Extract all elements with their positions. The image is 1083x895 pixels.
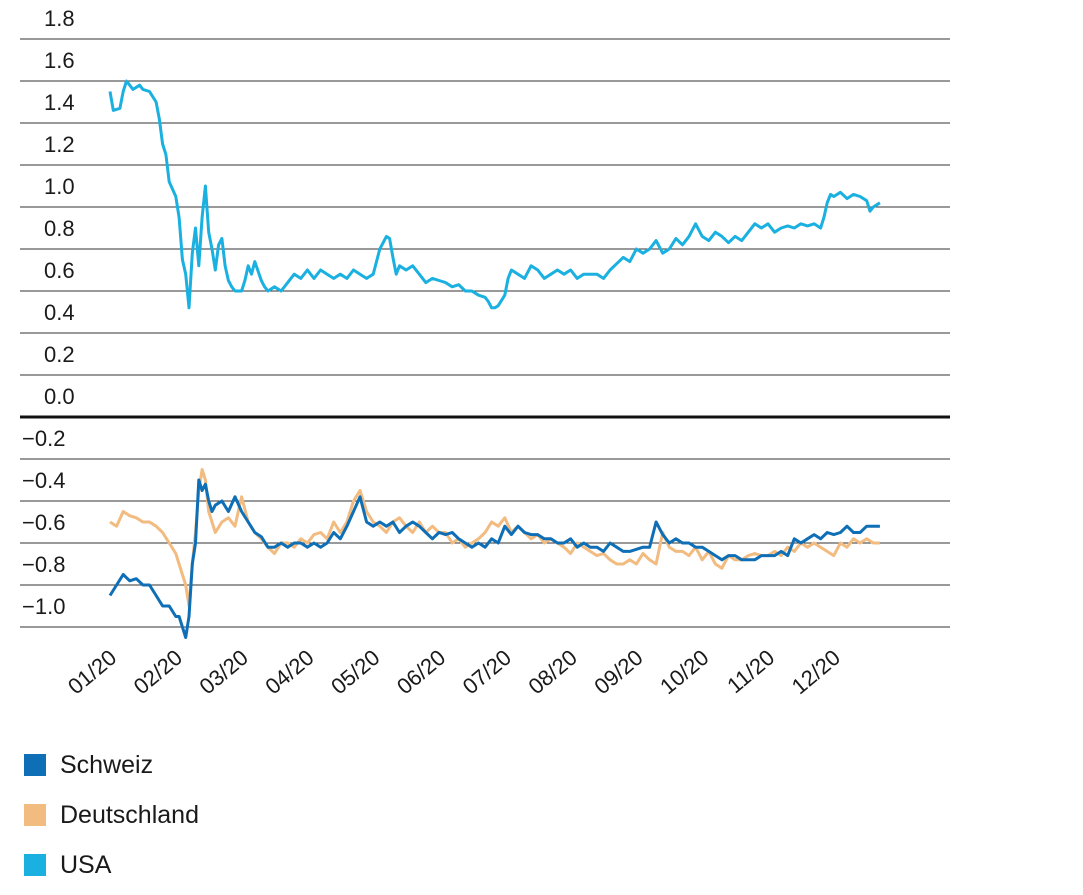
- series-line-deutschland: [109, 468, 880, 608]
- legend-swatch-deutschland: [24, 804, 46, 826]
- legend-label-schweiz: Schweiz: [60, 750, 154, 779]
- x-tick-label: 11/20: [722, 645, 779, 698]
- legend-item-usa: USA: [24, 840, 199, 890]
- x-tick-label: 09/20: [589, 645, 647, 700]
- series-line-schweiz: [108, 478, 880, 639]
- y-tick-label: 0.2: [44, 342, 75, 367]
- y-tick-label: −0.8: [22, 552, 65, 577]
- legend: Schweiz Deutschland USA: [24, 740, 199, 890]
- x-tick-label: 03/20: [195, 645, 253, 700]
- y-tick-label: −0.6: [22, 510, 65, 535]
- y-tick-label: −0.2: [22, 426, 65, 451]
- grid-lines: [20, 38, 950, 628]
- y-tick-label: −1.0: [22, 594, 65, 619]
- x-tick-label: 01/20: [63, 645, 121, 700]
- y-tick-label: 1.6: [44, 48, 75, 73]
- legend-swatch-usa: [24, 854, 46, 876]
- legend-swatch-schweiz: [24, 754, 46, 776]
- y-tick-label: 0.6: [44, 258, 75, 283]
- series-line-usa: [108, 79, 881, 310]
- y-tick-label: 0.4: [44, 300, 75, 325]
- y-tick-label: −0.4: [22, 468, 65, 493]
- y-axis-tick-labels: 1.8 1.6 1.4 1.2 1.0 0.8 0.6 0.4 0.2 0.0 −0.2 −0.4 −0…: [22, 6, 75, 619]
- legend-label-deutschland: Deutschland: [60, 800, 199, 829]
- x-tick-label: 08/20: [524, 645, 582, 700]
- y-tick-label: 1.2: [44, 132, 75, 157]
- y-tick-label: 1.4: [44, 90, 75, 115]
- x-tick-label: 05/20: [326, 645, 384, 700]
- x-tick-label: 07/20: [458, 645, 516, 700]
- legend-item-schweiz: Schweiz: [24, 740, 199, 790]
- legend-item-deutschland: Deutschland: [24, 790, 199, 840]
- y-tick-label: 0.8: [44, 216, 75, 241]
- y-tick-label: 1.8: [44, 6, 75, 31]
- series-lines: [108, 79, 881, 639]
- x-tick-label: 10/20: [655, 645, 713, 700]
- x-tick-label: 02/20: [129, 645, 187, 700]
- x-tick-label: 06/20: [392, 645, 450, 700]
- legend-label-usa: USA: [60, 850, 112, 879]
- x-tick-label: 12/20: [787, 645, 845, 700]
- y-tick-label: 1.0: [44, 174, 75, 199]
- y-tick-label: 0.0: [44, 384, 75, 409]
- x-tick-label: 04/20: [260, 645, 318, 700]
- line-chart: 1.8 1.6 1.4 1.2 1.0 0.8 0.6 0.4 0.2 0.0 −0.2 −0.4 −0…: [20, 6, 950, 700]
- x-axis-tick-labels: 01/20 02/20 03/20 04/20 05/20 06/20 07/20 08/20…: [63, 645, 845, 700]
